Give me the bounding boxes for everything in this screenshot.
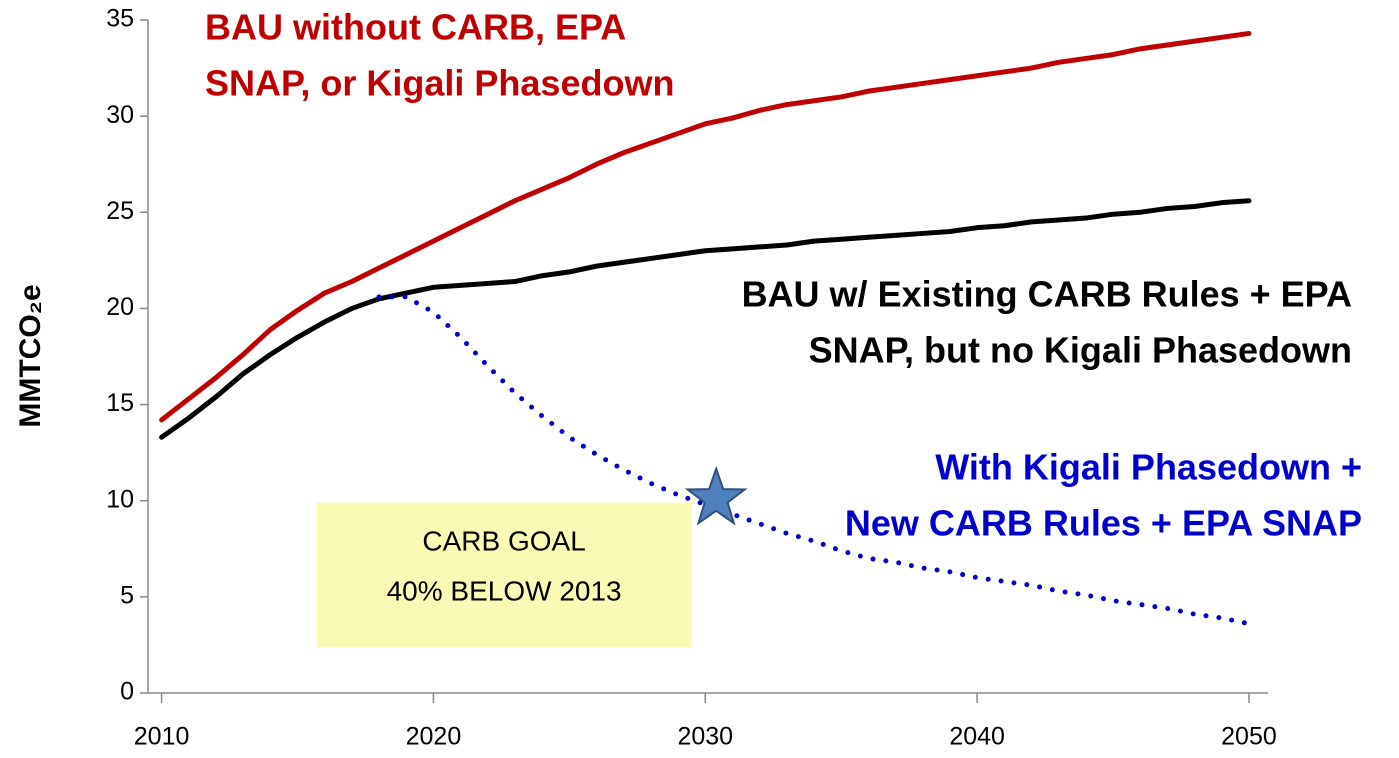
y-tick-label: 30 [106, 101, 134, 129]
series-label: SNAP, or Kigali Phasedown [205, 63, 674, 104]
series-label: BAU without CARB, EPA [205, 7, 626, 48]
series-line [159, 198, 1252, 440]
y-axis-label: MMTCO₂e [14, 284, 47, 427]
y-tick-label: 5 [120, 581, 134, 609]
series-line [159, 30, 1252, 423]
x-tick-label: 2020 [406, 723, 462, 751]
x-tick-label: 2030 [677, 723, 733, 751]
goal-box [316, 502, 692, 647]
x-tick-label: 2010 [134, 723, 190, 751]
x-tick-label: 2050 [1221, 723, 1277, 751]
y-tick-label: 0 [120, 678, 134, 706]
series-label: SNAP, but no Kigali Phasedown [809, 330, 1352, 371]
y-tick-label: 20 [106, 293, 134, 321]
series-line [376, 294, 1252, 627]
series-label: BAU w/ Existing CARB Rules + EPA [742, 274, 1352, 315]
y-tick-label: 15 [106, 389, 134, 417]
series-label: With Kigali Phasedown + [935, 447, 1362, 488]
y-tick-label: 25 [106, 197, 134, 225]
x-tick-label: 2040 [949, 723, 1005, 751]
y-tick-label: 10 [106, 485, 134, 513]
series-label: New CARB Rules + EPA SNAP [845, 503, 1362, 544]
goal-text: 40% BELOW 2013 [387, 575, 622, 606]
y-tick-label: 35 [106, 5, 134, 33]
goal-text: CARB GOAL [422, 525, 585, 556]
goal-star [684, 465, 748, 526]
